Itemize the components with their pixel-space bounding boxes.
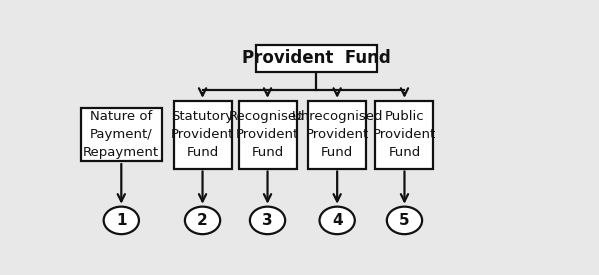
- Text: Nature of
Payment/
Repayment: Nature of Payment/ Repayment: [83, 110, 159, 159]
- Ellipse shape: [250, 207, 285, 234]
- Text: 4: 4: [332, 213, 343, 228]
- Text: 5: 5: [399, 213, 410, 228]
- FancyBboxPatch shape: [256, 45, 377, 72]
- Ellipse shape: [387, 207, 422, 234]
- Ellipse shape: [319, 207, 355, 234]
- Text: 1: 1: [116, 213, 126, 228]
- Text: Statutory
Provident
Fund: Statutory Provident Fund: [171, 110, 234, 159]
- Text: 3: 3: [262, 213, 273, 228]
- Text: Recognised
Provident
Fund: Recognised Provident Fund: [229, 110, 306, 159]
- Text: Unrecognised
Provident
Fund: Unrecognised Provident Fund: [291, 110, 383, 159]
- Ellipse shape: [185, 207, 220, 234]
- Text: Provident  Fund: Provident Fund: [242, 50, 391, 67]
- FancyBboxPatch shape: [376, 101, 434, 169]
- Text: 2: 2: [197, 213, 208, 228]
- Text: Public
Provident
Fund: Public Provident Fund: [373, 110, 436, 159]
- Ellipse shape: [104, 207, 139, 234]
- FancyBboxPatch shape: [308, 101, 366, 169]
- FancyBboxPatch shape: [238, 101, 297, 169]
- FancyBboxPatch shape: [174, 101, 232, 169]
- FancyBboxPatch shape: [81, 108, 162, 161]
